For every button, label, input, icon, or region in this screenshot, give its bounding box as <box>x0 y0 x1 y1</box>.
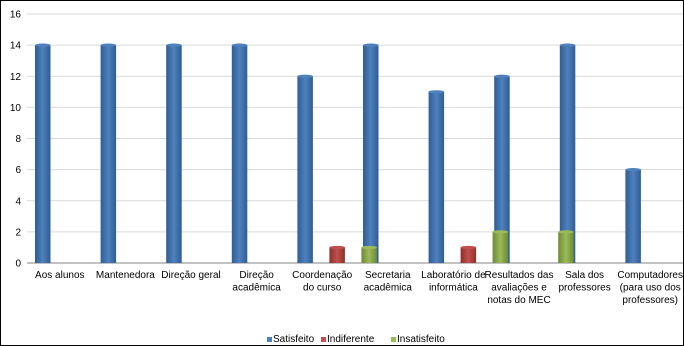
legend-item-insatisfeito: Insatisfeito <box>391 334 445 345</box>
legend-label: Satisfeito <box>273 334 315 345</box>
category-label: Aos alunos <box>35 270 84 281</box>
y-tick-label: 0 <box>15 259 21 270</box>
bar <box>361 247 377 263</box>
legend-swatch <box>391 337 396 342</box>
bar <box>363 45 379 263</box>
bar-cap <box>363 43 379 47</box>
bar-cap <box>559 43 576 47</box>
y-tick-label: 6 <box>15 165 21 176</box>
category-label-line: Direção geral <box>161 270 220 281</box>
bar <box>100 45 117 263</box>
category-label: Computadores (para uso dos professores) <box>617 270 683 306</box>
y-tick-label: 12 <box>10 72 22 83</box>
category-label-line: professores) <box>622 295 678 306</box>
category-label-line: Mantenedora <box>96 270 155 281</box>
bar-cap <box>428 90 445 94</box>
bar-insatisfeito-4 <box>361 245 377 263</box>
bar-satisfeito-4 <box>297 74 313 263</box>
category-label: Resultados das avaliações e notas do MEC <box>485 270 554 306</box>
x-axis-labels: Aos alunos Mantenedora Direção geral Direçã… <box>35 270 683 306</box>
category-label-line: notas do MEC <box>487 295 550 306</box>
category-label: Sala dos professores <box>558 270 610 294</box>
bar-cap <box>231 43 248 47</box>
legend-label: Indiferente <box>327 334 375 345</box>
category-label-line: acadêmica <box>364 283 413 294</box>
bar-cap <box>492 230 509 234</box>
bar <box>231 45 248 263</box>
bar-satisfeito-2 <box>166 43 182 263</box>
bar <box>166 45 182 263</box>
category-label-line: Coordenação <box>292 270 352 281</box>
legend-item-indiferente: Indiferente <box>321 334 375 345</box>
category-label-line: informática <box>429 283 478 294</box>
category-label: Coordenação do curso <box>292 270 352 294</box>
y-axis-ticks: 0 2 4 6 8 10 12 14 16 <box>10 10 22 270</box>
bar-indiferente-6 <box>460 245 477 263</box>
y-tick-label: 8 <box>15 134 21 145</box>
bar-satisfeito-0 <box>35 43 51 263</box>
bar-cap <box>460 245 477 250</box>
bar-satisfeito-1 <box>100 43 117 263</box>
legend-swatch <box>267 337 272 342</box>
bar <box>35 45 51 263</box>
bar-satisfeito-5 <box>363 43 379 263</box>
bar-cap <box>100 43 117 47</box>
category-label-line: (para uso dos <box>620 283 681 294</box>
y-tick-label: 10 <box>10 103 22 114</box>
category-label: Laboratório de informática <box>421 270 486 294</box>
bar-cap <box>166 43 182 47</box>
category-label-line: acadêmica <box>232 283 281 294</box>
bars <box>35 43 641 263</box>
category-label-line: Aos alunos <box>35 270 84 281</box>
legend-item-satisfeito: Satisfeito <box>267 334 315 345</box>
y-tick-label: 2 <box>15 227 21 238</box>
bar <box>625 169 641 263</box>
category-label: Mantenedora <box>96 270 155 281</box>
legend-label: Insatisfeito <box>397 334 445 345</box>
legend: Satisfeito Indiferente Insatisfeito <box>267 334 445 345</box>
bar <box>558 231 574 263</box>
y-tick-label: 4 <box>15 196 21 207</box>
category-label: Direção geral <box>161 270 220 281</box>
bar-cap <box>297 74 313 78</box>
bar <box>559 45 576 263</box>
bar <box>494 76 510 263</box>
bar-cap <box>329 245 345 250</box>
legend-swatch <box>321 337 326 342</box>
bar-cap <box>625 168 641 172</box>
bar-cap <box>558 230 574 234</box>
bar-insatisfeito-7 <box>558 230 574 263</box>
bar-cap <box>35 43 51 47</box>
category-label: Secretaria acadêmica <box>364 270 413 294</box>
category-label-line: professores <box>558 283 610 294</box>
category-label-line: avaliações e <box>491 283 547 294</box>
bar <box>329 247 345 263</box>
bar <box>492 231 509 263</box>
y-tick-label: 14 <box>10 41 22 52</box>
bar-cap <box>494 74 510 78</box>
bar-satisfeito-7 <box>494 74 510 263</box>
category-label-line: Computadores <box>617 270 683 281</box>
category-label-line: do curso <box>303 283 342 294</box>
bar <box>428 91 445 263</box>
category-label-line: Laboratório de <box>421 270 486 281</box>
category-label-line: Sala dos <box>565 270 604 281</box>
bar-satisfeito-3 <box>231 43 248 263</box>
bar <box>460 247 477 263</box>
category-label-line: Secretaria <box>365 270 411 281</box>
category-label-line: Direção <box>239 270 274 281</box>
bar <box>297 76 313 263</box>
category-label: Direção acadêmica <box>232 270 281 294</box>
bar-satisfeito-9 <box>625 168 641 263</box>
bar-satisfeito-6 <box>428 90 445 263</box>
gridlines <box>27 13 683 264</box>
category-label-line: Resultados das <box>485 270 554 281</box>
y-tick-label: 16 <box>10 10 22 21</box>
bar-insatisfeito-6 <box>492 230 509 263</box>
bar-indiferente-4 <box>329 245 345 263</box>
bar-satisfeito-8 <box>559 43 576 263</box>
bar-cap <box>361 245 377 250</box>
